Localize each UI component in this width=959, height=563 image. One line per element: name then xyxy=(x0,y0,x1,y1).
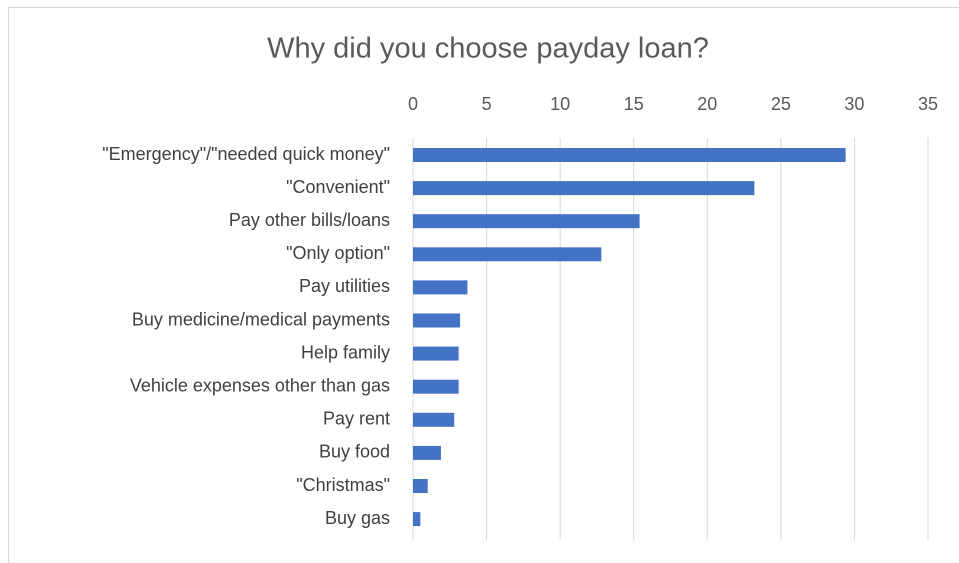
y-tick-label: Help family xyxy=(301,342,390,362)
y-tick-label: Pay utilities xyxy=(299,276,390,296)
y-tick-label: Pay rent xyxy=(323,409,390,429)
bar xyxy=(413,247,602,262)
y-tick-label: "Christmas" xyxy=(296,475,390,495)
x-tick-label: 5 xyxy=(482,94,492,114)
bar xyxy=(413,445,441,460)
bar xyxy=(413,313,461,328)
y-tick-label: "Convenient" xyxy=(286,177,390,197)
x-tick-label: 30 xyxy=(844,94,864,114)
bar xyxy=(413,379,459,394)
bar xyxy=(413,280,468,295)
x-tick-label: 10 xyxy=(550,94,570,114)
bar xyxy=(413,148,846,162)
chart-frame xyxy=(8,7,959,563)
y-tick-label: Vehicle expenses other than gas xyxy=(130,375,390,395)
x-tick-label: 20 xyxy=(697,94,717,114)
y-tick-label: "Emergency"/"needed quick money" xyxy=(102,144,390,164)
x-tick-label: 15 xyxy=(624,94,644,114)
bar xyxy=(413,512,421,527)
bar xyxy=(413,214,640,229)
bar xyxy=(413,479,428,493)
bar xyxy=(413,181,755,196)
y-tick-label: Buy medicine/medical payments xyxy=(132,309,390,329)
chart-title: Why did you choose payday loan? xyxy=(267,33,709,65)
y-tick-label: Buy gas xyxy=(325,508,390,528)
y-tick-label: "Only option" xyxy=(286,243,390,263)
x-tick-label: 0 xyxy=(408,94,418,114)
y-tick-label: Pay other bills/loans xyxy=(229,210,390,230)
x-tick-label: 35 xyxy=(918,94,938,114)
bar xyxy=(413,412,455,427)
x-tick-label: 25 xyxy=(771,94,791,114)
y-tick-label: Buy food xyxy=(319,442,390,462)
bar xyxy=(413,346,459,361)
